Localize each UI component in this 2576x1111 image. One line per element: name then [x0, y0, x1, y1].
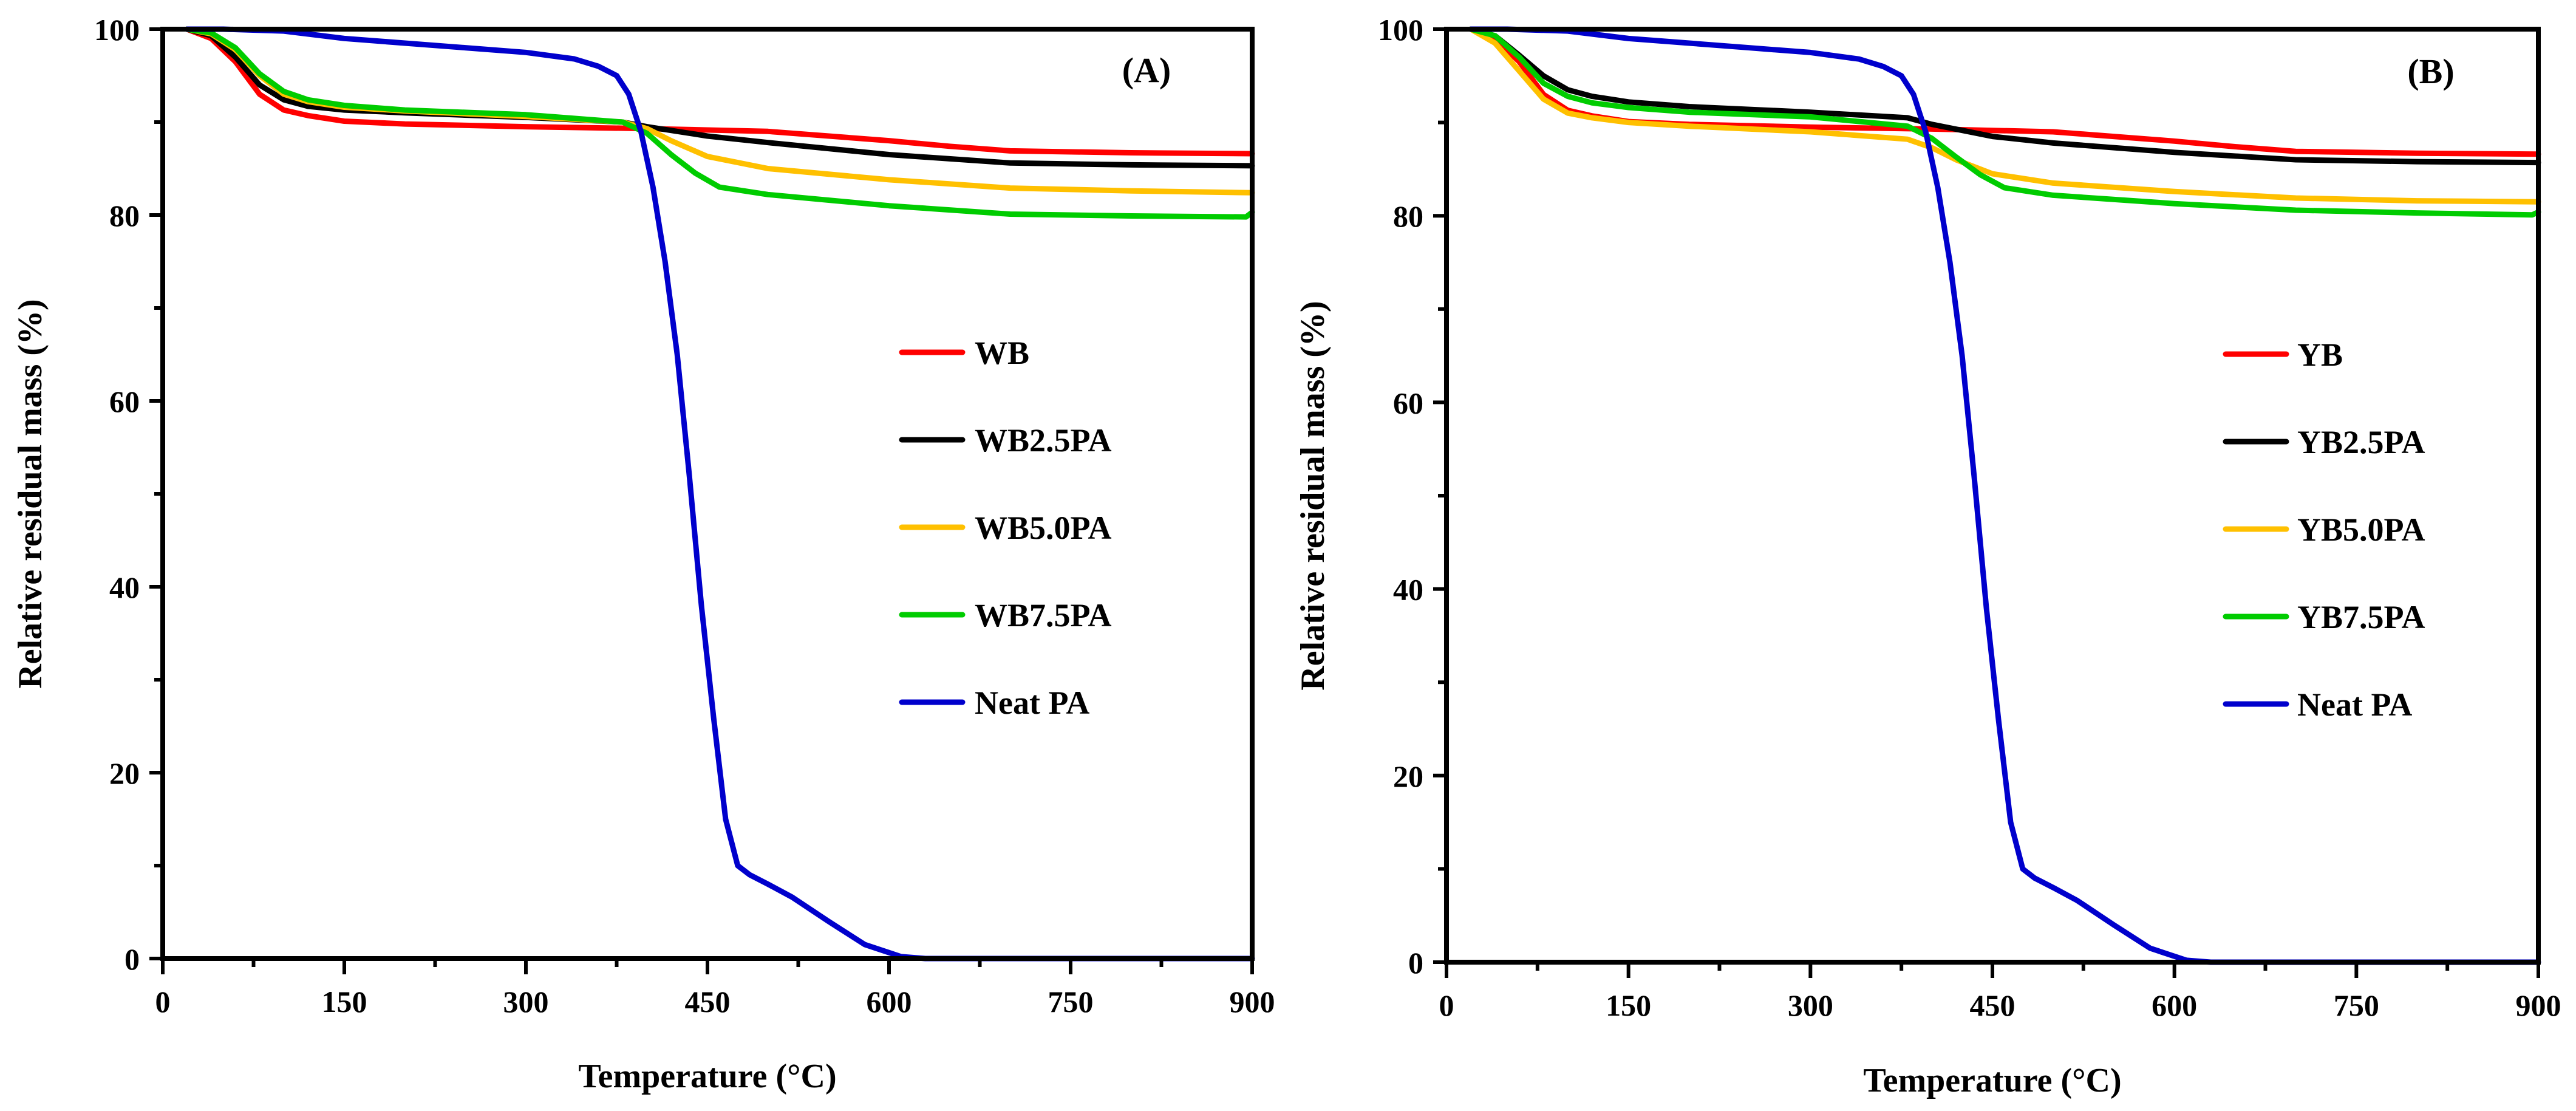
plot-frame [160, 27, 1255, 961]
y-tick-label: 40 [1393, 573, 1423, 607]
x-tick-label: 750 [1048, 985, 1094, 1019]
x-tick-label: 0 [155, 985, 171, 1019]
x-tick-label: 600 [2152, 988, 2197, 1022]
y-tick-label: 100 [1378, 13, 1423, 47]
legend-label: WB7.5PA [975, 597, 1112, 634]
chart-panel-a: 0 150 300 450 600 750 900 0 20 40 60 80 100 Temperatu… [12, 13, 1275, 1095]
legend-label: YB7.5PA [2297, 599, 2425, 635]
series-group [1468, 26, 2541, 965]
legend-label: WB5.0PA [975, 510, 1112, 546]
y-axis-title: Relative residual mass (%) [12, 299, 49, 688]
legend-label: YB [2297, 337, 2343, 373]
x-tick-label: 900 [1230, 985, 1275, 1019]
y-tick-label: 0 [1408, 946, 1423, 980]
x-tick-label: 450 [1970, 988, 2015, 1022]
series-line-wb2-5pa [184, 26, 1255, 169]
y-tick-label: 60 [109, 385, 140, 419]
x-tick-label: 150 [1606, 988, 1651, 1022]
series-group [184, 26, 1255, 962]
series-line-yb5-0pa [1468, 26, 2541, 205]
panel-label: (A) [1122, 50, 1171, 90]
y-tick-label: 0 [124, 942, 140, 976]
series-line-neat-pa [184, 26, 1255, 962]
y-axis-title: Relative residual mass (%) [1294, 301, 1332, 690]
x-tick-label: 300 [503, 985, 549, 1019]
y-tick-label: 100 [94, 13, 140, 47]
x-axis-title: Temperature (°C) [1863, 1062, 2121, 1099]
x-tick-label: 750 [2334, 988, 2379, 1022]
panel-label: (B) [2407, 52, 2454, 91]
x-tick-label: 900 [2516, 988, 2561, 1022]
x-tick-label: 450 [685, 985, 731, 1019]
y-tick-label: 40 [109, 570, 140, 604]
legend-label: Neat PA [2297, 686, 2412, 723]
x-tick-label: 600 [867, 985, 912, 1019]
y-tick-label: 20 [109, 756, 140, 790]
x-tick-label: 150 [322, 985, 367, 1019]
y-tick-label: 80 [109, 199, 140, 233]
x-tick-label: 0 [1439, 988, 1454, 1022]
legend-label: YB2.5PA [2297, 424, 2425, 460]
legend-label: WB2.5PA [975, 422, 1112, 459]
y-tick-label: 60 [1393, 386, 1423, 420]
plot-frame [1444, 27, 2541, 965]
chart-panel-b: 0 150 300 450 600 750 900 0 20 40 60 80 100 Temperatu… [1294, 13, 2561, 1099]
series-line-yb [1468, 26, 2541, 157]
x-axis-title: Temperature (°C) [578, 1058, 836, 1095]
series-line-neat-pa [1468, 26, 2541, 965]
series-line-wb7-5pa [184, 26, 1255, 220]
legend-label: WB [975, 335, 1029, 371]
legend: YB YB2.5PA YB5.0PA YB7.5PA Neat PA [2223, 337, 2425, 723]
legend: WB WB2.5PA WB5.0PA WB7.5PA Neat PA [899, 335, 1112, 721]
series-line-wb [184, 26, 1255, 157]
legend-label: YB5.0PA [2297, 511, 2425, 548]
legend-label: Neat PA [975, 685, 1089, 721]
series-line-yb7-5pa [1468, 26, 2541, 218]
series-line-yb2-5pa [1468, 26, 2541, 166]
y-tick-label: 20 [1393, 759, 1423, 793]
x-tick-label: 300 [1788, 988, 1833, 1022]
y-tick-label: 80 [1393, 199, 1423, 233]
